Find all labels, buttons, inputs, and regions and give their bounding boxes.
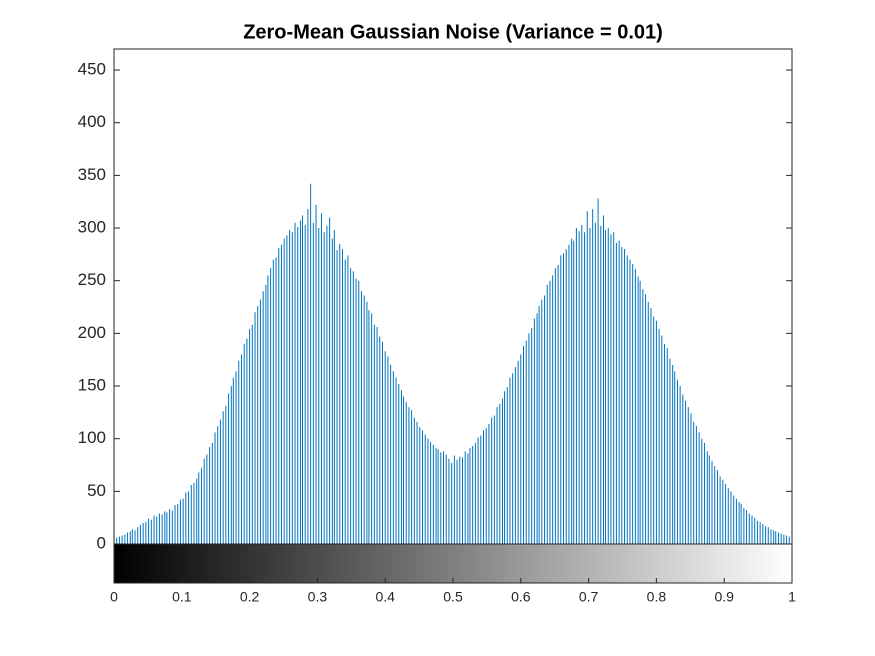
x-tick-label: 0.8 (647, 589, 667, 605)
axes-box (113, 48, 793, 545)
y-tick-label: 300 (78, 218, 106, 237)
colorbar (113, 543, 793, 584)
y-tick-label: 50 (87, 481, 106, 500)
plot-area (113, 183, 793, 544)
x-tick-label: 0.3 (308, 589, 328, 605)
y-tick-label: 450 (78, 60, 106, 79)
y-tick-label: 200 (78, 323, 106, 342)
x-tick-label: 0.9 (714, 589, 734, 605)
y-tick-label: 250 (78, 270, 106, 289)
y-tick-label: 400 (78, 112, 106, 131)
chart-title: Zero-Mean Gaussian Noise (Variance = 0.0… (243, 21, 663, 43)
x-tick-label: 0.4 (375, 589, 395, 605)
y-tick-label: 150 (78, 376, 106, 395)
x-tick-label: 0.2 (240, 589, 260, 605)
y-tick-label: 100 (78, 428, 106, 447)
x-tick-label: 0.6 (511, 589, 531, 605)
x-tick-label: 0.5 (443, 589, 463, 605)
x-tick-label: 0 (110, 589, 118, 605)
y-tick-label: 0 (97, 533, 106, 552)
y-tick-label: 350 (78, 165, 106, 184)
x-tick-label: 1 (788, 589, 796, 605)
x-tick-label: 0.7 (579, 589, 599, 605)
x-tick-label: 0.1 (172, 589, 192, 605)
